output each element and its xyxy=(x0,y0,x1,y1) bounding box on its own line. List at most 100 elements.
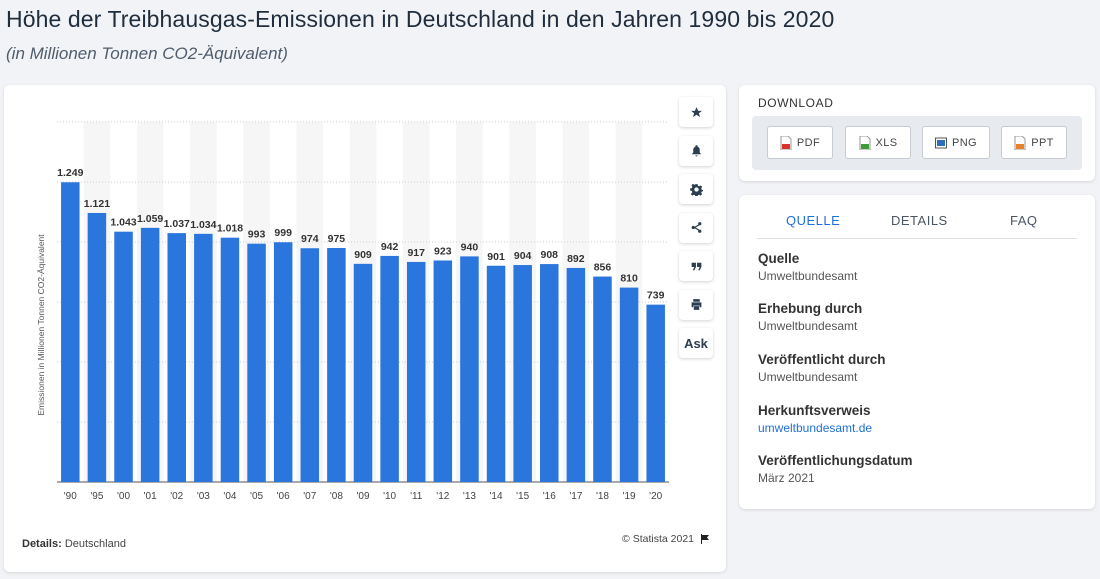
info-section-quelle: Quelle Umweltbundesamt xyxy=(758,251,857,283)
x-tick-label: '05 xyxy=(250,491,263,502)
data-label: 904 xyxy=(514,250,532,262)
bar[interactable] xyxy=(194,233,213,482)
download-xls-button[interactable]: XLS xyxy=(845,126,911,159)
data-label: 940 xyxy=(461,241,479,253)
bar[interactable] xyxy=(433,260,453,482)
bar[interactable] xyxy=(646,304,665,482)
bar[interactable] xyxy=(406,261,426,482)
copyright-text: © Statista 2021 xyxy=(622,533,694,545)
info-heading: Erhebung durch xyxy=(758,301,863,316)
x-tick-label: '18 xyxy=(596,491,609,502)
data-label: 942 xyxy=(381,241,399,253)
x-tick-label: '16 xyxy=(543,491,556,502)
notification-button[interactable] xyxy=(679,135,713,166)
bar[interactable] xyxy=(61,182,80,482)
bar[interactable] xyxy=(114,231,133,482)
cite-button[interactable] xyxy=(679,251,713,281)
x-tick-label: '90 xyxy=(64,491,77,502)
bar[interactable] xyxy=(540,264,559,482)
x-tick-label: '10 xyxy=(383,491,396,502)
bar[interactable] xyxy=(380,255,399,482)
tab-faq[interactable]: FAQ xyxy=(1010,213,1038,228)
data-label: 975 xyxy=(328,233,346,245)
print-button[interactable] xyxy=(679,289,713,320)
details-value: Deutschland xyxy=(64,538,126,550)
png-file-icon xyxy=(934,137,947,148)
bar[interactable] xyxy=(247,243,266,482)
share-button[interactable] xyxy=(679,212,713,243)
bar[interactable] xyxy=(140,227,160,482)
copyright-note: © Statista 2021 xyxy=(622,533,710,545)
download-png-button[interactable]: PNG xyxy=(922,126,990,159)
ppt-file-icon xyxy=(1014,135,1026,150)
pdf-label: PDF xyxy=(796,136,821,149)
x-tick-label: '15 xyxy=(516,491,529,502)
download-pdf-button[interactable]: PDF xyxy=(767,126,833,159)
bar[interactable] xyxy=(273,242,293,482)
bar[interactable] xyxy=(87,212,107,482)
download-ppt-button[interactable]: PPT xyxy=(1001,126,1067,159)
bar[interactable] xyxy=(220,237,240,482)
print-icon xyxy=(691,299,701,310)
share-icon xyxy=(691,222,701,233)
source-link[interactable]: umweltbundesamt.de xyxy=(758,421,873,435)
info-section-datum: Veröffentlichungsdatum März 2021 xyxy=(758,453,913,485)
data-label: 909 xyxy=(354,249,372,261)
x-tick-label: '19 xyxy=(623,491,636,502)
bar[interactable] xyxy=(566,267,586,482)
x-tick-label: '95 xyxy=(90,491,103,502)
data-label: 1.037 xyxy=(164,218,190,230)
data-label: 739 xyxy=(647,290,665,302)
download-title: DOWNLOAD xyxy=(758,96,834,110)
star-icon xyxy=(690,106,702,117)
bell-icon xyxy=(691,145,701,157)
bar[interactable] xyxy=(593,276,612,482)
x-tick-label: '00 xyxy=(117,491,130,502)
data-label: 1.059 xyxy=(137,213,163,225)
ppt-label: PPT xyxy=(1031,136,1054,149)
bar[interactable] xyxy=(353,263,373,482)
data-label: 1.121 xyxy=(84,198,110,210)
download-buttons: PDF XLS PNG PPT xyxy=(752,116,1082,170)
download-card: DOWNLOAD PDF XLS PNG PPT xyxy=(739,85,1095,181)
info-value: Umweltbundesamt xyxy=(758,269,858,283)
data-label: 1.249 xyxy=(57,167,83,179)
bar[interactable] xyxy=(486,265,506,482)
x-tick-label: '07 xyxy=(303,491,316,502)
tab-details[interactable]: DETAILS xyxy=(891,213,948,228)
tab-quelle[interactable]: QUELLE xyxy=(786,213,841,228)
x-tick-label: '17 xyxy=(569,491,582,502)
x-tick-label: '13 xyxy=(463,491,476,502)
info-value: Umweltbundesamt xyxy=(758,319,858,333)
data-label: 1.018 xyxy=(217,223,243,235)
data-label: 1.043 xyxy=(110,217,136,229)
bar[interactable] xyxy=(619,287,639,482)
x-tick-label: '14 xyxy=(490,491,503,502)
page-title: Höhe der Treibhausgas-Emissionen in Deut… xyxy=(6,6,835,32)
x-tick-label: '09 xyxy=(356,491,369,502)
x-tick-label: '03 xyxy=(197,491,210,502)
data-label: 974 xyxy=(301,233,319,245)
bar[interactable] xyxy=(513,265,532,482)
flag-icon[interactable] xyxy=(700,534,710,544)
data-label: 917 xyxy=(407,247,425,259)
data-label: 856 xyxy=(594,262,612,274)
data-label: 923 xyxy=(434,245,452,257)
data-label: 908 xyxy=(540,249,558,261)
data-label: 993 xyxy=(248,229,266,241)
info-section-herkunft: Herkunftsverweis umweltbundesamt.de xyxy=(758,403,872,435)
favorite-button[interactable] xyxy=(679,97,713,127)
bar[interactable] xyxy=(300,248,320,482)
info-heading: Quelle xyxy=(758,251,800,266)
bar[interactable] xyxy=(327,248,346,482)
info-value: März 2021 xyxy=(758,471,815,485)
x-tick-label: '02 xyxy=(170,491,183,502)
bar[interactable] xyxy=(460,256,479,482)
ask-button[interactable]: Ask xyxy=(679,328,713,358)
xls-label: XLS xyxy=(875,136,898,149)
page-subtitle: (in Millionen Tonnen CO2-Äquivalent) xyxy=(6,44,288,63)
xls-file-icon xyxy=(859,135,870,150)
bar[interactable] xyxy=(167,233,186,482)
settings-button[interactable] xyxy=(679,174,713,204)
x-tick-label: '11 xyxy=(410,491,423,502)
